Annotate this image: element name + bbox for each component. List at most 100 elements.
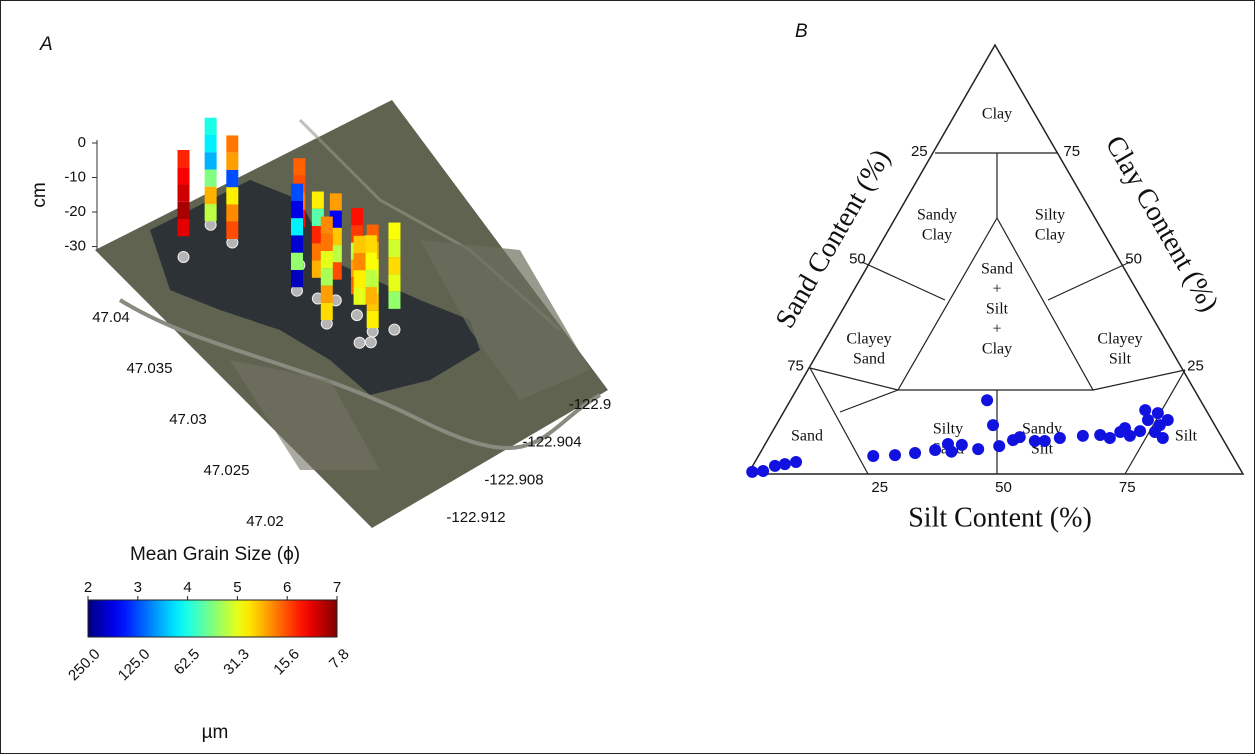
region-label: Sand (791, 428, 823, 445)
core-segment (226, 222, 238, 239)
panel-label: A (39, 34, 53, 55)
sample-point (867, 450, 879, 462)
region-label: Clay (982, 106, 1012, 123)
sample-point (1054, 432, 1066, 444)
core-segment (205, 135, 217, 152)
core-segment (205, 118, 217, 135)
core-segment (226, 204, 238, 221)
core-segment (291, 235, 303, 252)
region-label: Sand (981, 261, 1013, 278)
core-segment (293, 158, 305, 175)
core-segment (178, 150, 190, 167)
sand-tick-label: 75 (787, 358, 804, 375)
sample-point (1014, 431, 1026, 443)
core-segment (388, 257, 400, 274)
sample-point (1134, 425, 1146, 437)
z-tick-label: -30 (64, 238, 86, 255)
region-label: + (992, 281, 1001, 298)
core-segment (354, 288, 366, 305)
core-segment (321, 234, 333, 251)
region-label: Clayey (1097, 331, 1142, 348)
core-site (354, 337, 365, 348)
colorbar-tick-label: 5 (233, 579, 241, 596)
core-segment (205, 187, 217, 204)
core-segment (178, 167, 190, 184)
core-segment (354, 236, 366, 253)
region-label: Silt (986, 301, 1009, 318)
core-segment (365, 287, 377, 304)
region-label: Clayey (846, 331, 891, 348)
lon-tick-label: -122.9 (569, 396, 612, 413)
core-segment (354, 270, 366, 287)
panel-label: B (795, 21, 808, 42)
core-segment (388, 223, 400, 240)
colorbar-tick-label: 3 (134, 579, 142, 596)
core-segment (291, 270, 303, 287)
sample-point (956, 439, 968, 451)
frame (1, 1, 1255, 754)
lat-tick-label: 47.04 (92, 309, 130, 326)
core-segment (226, 135, 238, 152)
sample-point (746, 466, 758, 478)
colorbar (88, 600, 337, 637)
clay-tick-label: 50 (1125, 250, 1142, 267)
core-segment (291, 218, 303, 235)
sample-point (993, 440, 1005, 452)
sample-point (1039, 435, 1051, 447)
colorbar-tick-label: 2 (84, 579, 92, 596)
sample-point (1152, 407, 1164, 419)
z-tick-label: 0 (78, 134, 86, 151)
colorbar-unit: µm (202, 722, 229, 743)
core-segment (365, 270, 377, 287)
region-label: Silty (1035, 207, 1065, 224)
core-segment (205, 170, 217, 187)
lat-tick-label: 47.02 (246, 513, 284, 530)
region-label: Silty (933, 421, 963, 438)
core-segment (330, 193, 342, 210)
core-site (351, 310, 362, 321)
lon-tick-label: -122.912 (446, 509, 505, 526)
core-segment (226, 153, 238, 170)
colorbar-tick-label: 4 (183, 579, 191, 596)
silt-tick-label: 25 (871, 479, 888, 496)
z-axis-label: cm (29, 182, 50, 207)
sample-point (987, 419, 999, 431)
sample-point (1162, 414, 1174, 426)
figure: cm A Mean Grain Size (ϕ) µm B Sand Conte… (0, 0, 1255, 754)
region-label: + (992, 321, 1001, 338)
lon-tick-label: -122.904 (522, 434, 581, 451)
sample-point (790, 456, 802, 468)
core-segment (321, 303, 333, 320)
sample-point (981, 394, 993, 406)
sample-point (1104, 432, 1116, 444)
sample-point (929, 444, 941, 456)
sample-point (1077, 430, 1089, 442)
core-segment (365, 235, 377, 252)
sample-point (889, 449, 901, 461)
core-segment (178, 202, 190, 219)
z-tick-label: -10 (64, 168, 86, 185)
core-segment (226, 187, 238, 204)
core-segment (205, 152, 217, 169)
region-label: Clay (922, 227, 952, 244)
core-segment (367, 311, 379, 328)
core-segment (321, 217, 333, 234)
core-segment (388, 274, 400, 291)
region-label: Clay (1035, 227, 1065, 244)
silt-tick-label: 75 (1119, 479, 1136, 496)
region-label: Sand (853, 351, 885, 368)
sand-tick-label: 50 (849, 250, 866, 267)
z-tick-label: -20 (64, 203, 86, 220)
sample-point (1119, 422, 1131, 434)
region-label: Silt (1109, 351, 1132, 368)
lon-tick-label: -122.908 (484, 471, 543, 488)
sand-tick-label: 25 (911, 143, 928, 160)
sample-point (757, 465, 769, 477)
core-segment (178, 219, 190, 236)
core-segment (226, 170, 238, 187)
colorbar-tick-label: 7 (333, 579, 341, 596)
core-segment (354, 253, 366, 270)
sample-point (909, 447, 921, 459)
core-segment (205, 204, 217, 221)
core-segment (291, 184, 303, 201)
